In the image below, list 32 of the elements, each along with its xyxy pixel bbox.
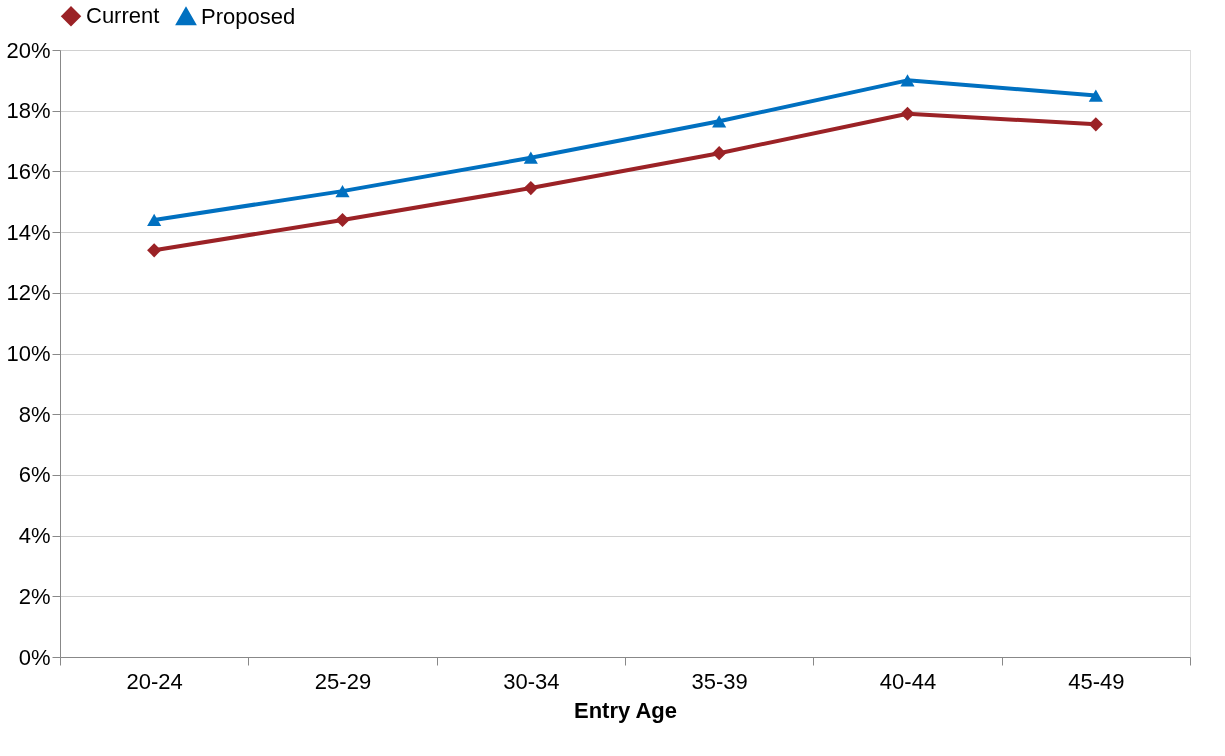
y-tick-label: 8% — [18, 401, 51, 427]
y-tick-label: 10% — [6, 341, 51, 366]
point — [1088, 117, 1103, 132]
point — [335, 212, 350, 228]
point — [712, 146, 727, 161]
y-tick-label: 16% — [6, 158, 51, 184]
y-tick-label: 20% — [6, 37, 51, 63]
point — [335, 185, 350, 198]
x-tick-label: 25-29 — [314, 668, 372, 694]
y-tick-label: 12% — [6, 280, 51, 306]
point — [900, 74, 915, 87]
point — [523, 151, 538, 164]
y-tick-label: 14% — [6, 219, 51, 245]
x-tick-label: 35-39 — [691, 668, 748, 694]
point — [900, 106, 915, 121]
x-tick-label: 40-44 — [879, 668, 937, 694]
x-tick-label: 45-49 — [1068, 668, 1125, 694]
point — [147, 243, 162, 258]
y-tick-label: 0% — [18, 644, 51, 670]
legend-label: Current — [86, 3, 160, 29]
y-tick-label: 18% — [6, 98, 51, 124]
point — [712, 115, 727, 128]
x-axis-title: Entry Age — [573, 697, 678, 723]
y-tick-label: 2% — [18, 583, 51, 609]
point — [523, 181, 538, 196]
y-tick-label: 4% — [18, 523, 51, 549]
legend-label: Proposed — [201, 3, 296, 29]
point — [147, 213, 162, 227]
x-tick-label: 20-24 — [126, 668, 183, 694]
y-tick-label: 6% — [18, 462, 51, 488]
x-tick-label: 30-34 — [503, 668, 560, 694]
point — [1088, 89, 1103, 102]
